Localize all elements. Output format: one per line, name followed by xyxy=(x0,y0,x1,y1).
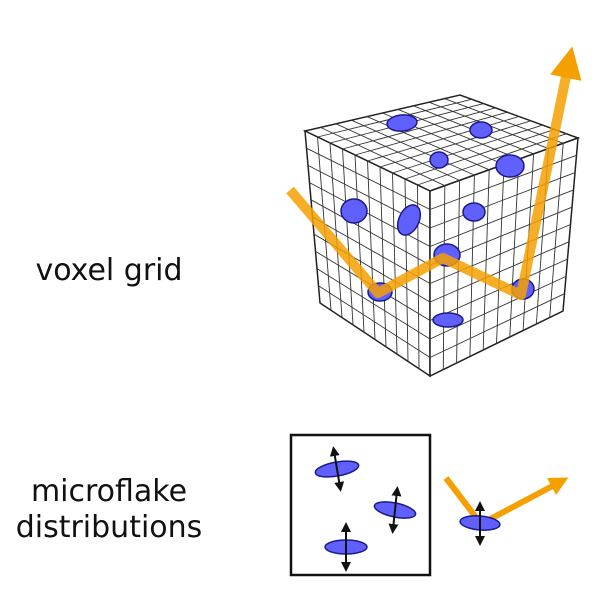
flake-normal-arrow-icon xyxy=(329,446,345,492)
microflake-label-line2: distributions xyxy=(15,510,203,545)
flake-ellipse xyxy=(340,198,368,224)
microflake-2 xyxy=(373,486,417,534)
microflake-distribution-box xyxy=(289,433,432,577)
grid-line xyxy=(429,224,571,284)
flake-ellipse xyxy=(396,204,422,236)
flake-normal-arrow-icon xyxy=(388,486,402,534)
grid-line xyxy=(316,268,431,340)
microflake-3 xyxy=(324,522,368,572)
grid-line xyxy=(379,166,387,347)
flake-ellipse xyxy=(495,154,525,178)
light-path xyxy=(286,46,582,300)
grid-line xyxy=(429,275,567,340)
microflake-distributions-label: microflake distributions xyxy=(2,474,216,546)
grid-line xyxy=(392,172,398,355)
flake-ellipse xyxy=(429,151,449,169)
grid-line xyxy=(549,143,564,318)
flake-ellipse xyxy=(432,312,464,328)
grid-line xyxy=(444,98,564,144)
reflection-illustration xyxy=(443,476,569,546)
grid-line xyxy=(379,120,531,168)
voxel-cube xyxy=(302,94,581,378)
flake-ellipse xyxy=(462,202,486,222)
grid-line xyxy=(367,116,520,162)
grid-line xyxy=(404,128,555,180)
distribution-microflakes xyxy=(314,446,417,572)
microflake-label-line1: microflake xyxy=(30,474,188,509)
grid-line xyxy=(429,241,570,303)
voxel-grid-label: voxel grid xyxy=(35,253,183,288)
grid-line xyxy=(417,133,567,186)
grid-line xyxy=(397,108,519,160)
microflake-1 xyxy=(314,446,360,492)
flake-ellipse xyxy=(386,114,418,132)
grid-line xyxy=(392,124,543,174)
reflected-ray xyxy=(443,476,569,527)
grid-line xyxy=(429,293,565,358)
grid-line xyxy=(318,285,431,358)
grid-line xyxy=(509,159,520,338)
flake-ellipse xyxy=(469,121,493,139)
